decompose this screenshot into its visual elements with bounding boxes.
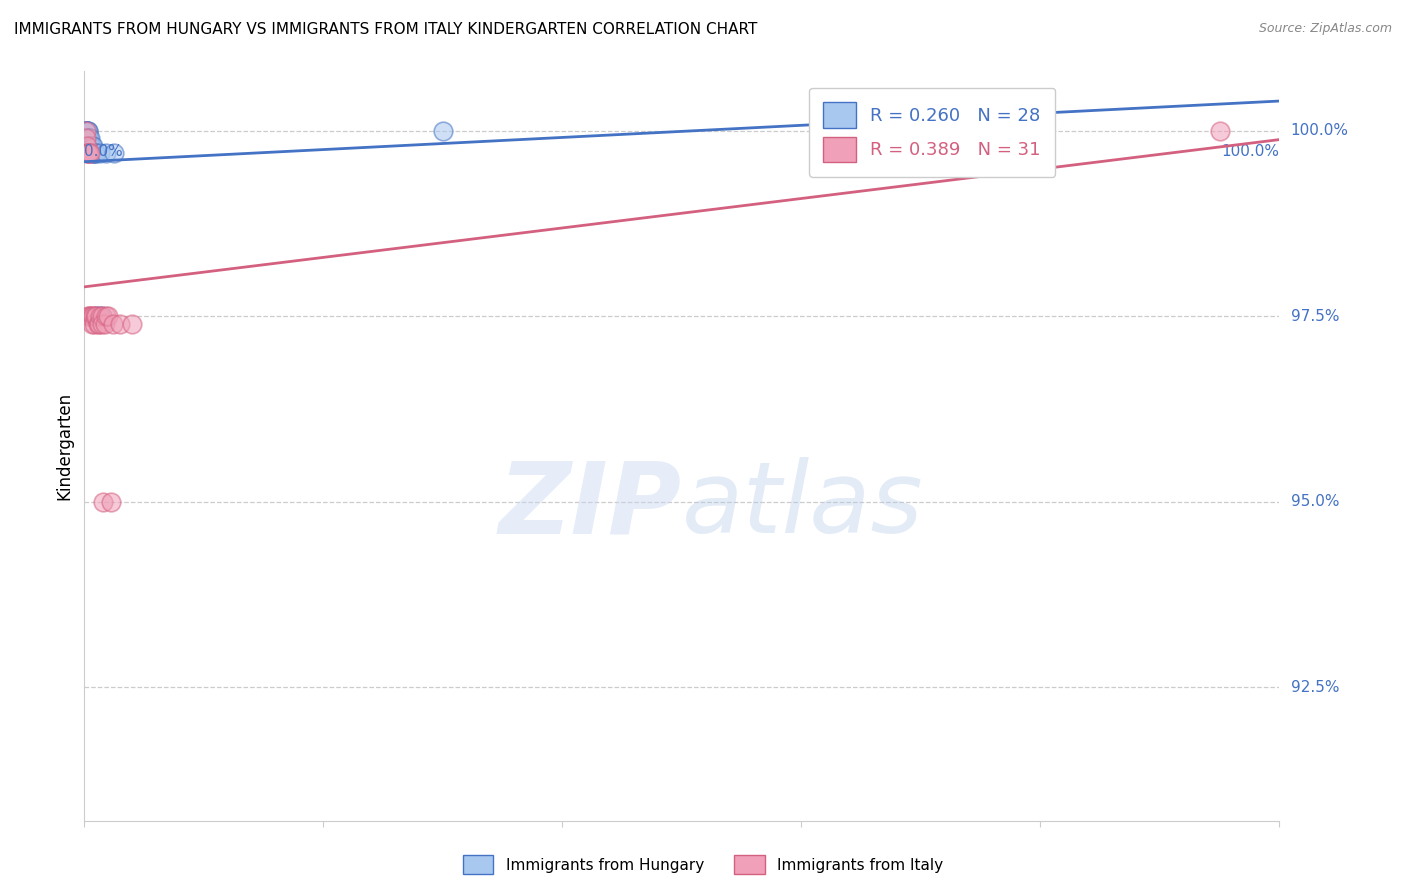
Text: 100.0%: 100.0% bbox=[1222, 144, 1279, 159]
Point bbox=[94, 309, 117, 323]
Point bbox=[79, 145, 101, 160]
Point bbox=[77, 309, 100, 323]
Point bbox=[87, 317, 110, 331]
Point bbox=[86, 309, 108, 323]
Point bbox=[87, 309, 110, 323]
Point bbox=[77, 145, 100, 160]
Point bbox=[100, 494, 122, 508]
Point bbox=[84, 145, 107, 160]
Point bbox=[77, 309, 100, 323]
Point bbox=[80, 145, 103, 160]
Point bbox=[86, 309, 108, 323]
Point bbox=[82, 145, 104, 160]
Y-axis label: Kindergarten: Kindergarten bbox=[55, 392, 73, 500]
Point bbox=[76, 124, 98, 138]
Text: IMMIGRANTS FROM HUNGARY VS IMMIGRANTS FROM ITALY KINDERGARTEN CORRELATION CHART: IMMIGRANTS FROM HUNGARY VS IMMIGRANTS FR… bbox=[14, 22, 758, 37]
Text: ZIP: ZIP bbox=[499, 458, 682, 555]
Point bbox=[75, 124, 97, 138]
Point bbox=[80, 317, 103, 331]
Point bbox=[76, 124, 98, 138]
Point bbox=[75, 124, 97, 138]
Point bbox=[77, 131, 100, 145]
Point bbox=[86, 145, 108, 160]
Text: 95.0%: 95.0% bbox=[1291, 494, 1339, 509]
Text: 97.5%: 97.5% bbox=[1291, 309, 1339, 324]
Point bbox=[103, 145, 125, 160]
Point bbox=[79, 138, 101, 153]
Point bbox=[77, 138, 100, 153]
Point bbox=[83, 317, 105, 331]
Text: atlas: atlas bbox=[682, 458, 924, 555]
Point bbox=[76, 145, 98, 160]
Text: 100.0%: 100.0% bbox=[1291, 123, 1348, 138]
Point bbox=[80, 309, 103, 323]
Point bbox=[1209, 124, 1232, 138]
Point bbox=[432, 124, 454, 138]
Point bbox=[75, 124, 97, 138]
Point bbox=[110, 317, 132, 331]
Point bbox=[77, 124, 100, 138]
Point bbox=[82, 309, 104, 323]
Point bbox=[76, 131, 98, 145]
Point bbox=[101, 317, 124, 331]
Text: 0.0%: 0.0% bbox=[84, 144, 124, 159]
Point bbox=[76, 138, 98, 153]
Point bbox=[77, 145, 100, 160]
Point bbox=[84, 309, 107, 323]
Point bbox=[80, 138, 103, 153]
Legend: Immigrants from Hungary, Immigrants from Italy: Immigrants from Hungary, Immigrants from… bbox=[457, 849, 949, 880]
Legend: R = 0.260   N = 28, R = 0.389   N = 31: R = 0.260 N = 28, R = 0.389 N = 31 bbox=[808, 88, 1056, 177]
Point bbox=[75, 124, 97, 138]
Point bbox=[75, 131, 97, 145]
Point bbox=[79, 131, 101, 145]
Point bbox=[93, 317, 115, 331]
Point bbox=[77, 145, 100, 160]
Point bbox=[91, 309, 114, 323]
Point bbox=[83, 145, 105, 160]
Point bbox=[89, 309, 111, 323]
Point bbox=[77, 124, 100, 138]
Point bbox=[86, 317, 108, 331]
Point bbox=[79, 138, 101, 153]
Text: Source: ZipAtlas.com: Source: ZipAtlas.com bbox=[1258, 22, 1392, 36]
Point bbox=[79, 309, 101, 323]
Point bbox=[91, 317, 114, 331]
Point bbox=[94, 145, 117, 160]
Point bbox=[89, 145, 111, 160]
Text: 92.5%: 92.5% bbox=[1291, 680, 1339, 695]
Point bbox=[93, 494, 115, 508]
Point bbox=[77, 131, 100, 145]
Point bbox=[121, 317, 143, 331]
Point bbox=[91, 309, 114, 323]
Point bbox=[97, 309, 120, 323]
Point bbox=[82, 138, 104, 153]
